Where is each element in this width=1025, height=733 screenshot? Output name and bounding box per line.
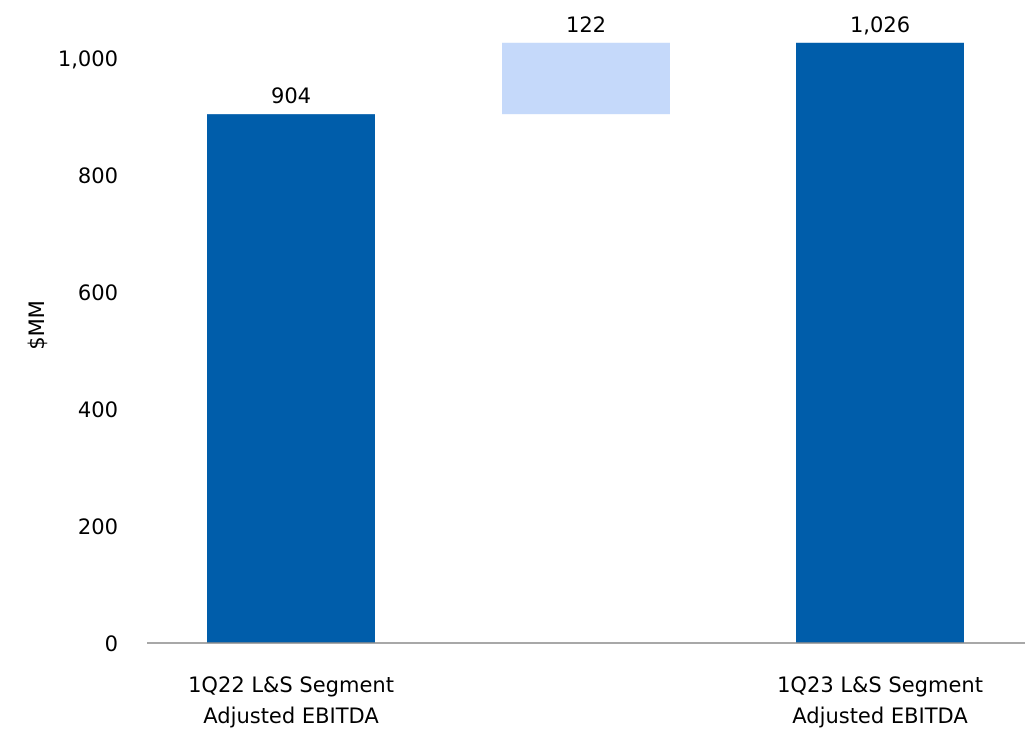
data-label: 122 (566, 13, 606, 37)
y-tick-label: 400 (78, 398, 118, 422)
category-labels: 1Q22 L&S Segment Adjusted EBITDA 1Q23 L&S … (188, 673, 983, 728)
category-label: 1Q23 L&S Segment (777, 673, 983, 697)
y-axis-ticks: 0 200 400 600 800 1,000 (58, 47, 118, 656)
data-label: 904 (271, 84, 311, 108)
total-bar (796, 43, 964, 643)
y-tick-label: 600 (78, 281, 118, 305)
bars: 904 122 1,026 (207, 13, 964, 643)
total-bar (207, 114, 375, 643)
y-tick-label: 200 (78, 515, 118, 539)
y-tick-label: 1,000 (58, 47, 118, 71)
category-label: Adjusted EBITDA (203, 704, 379, 728)
y-axis-title: $MM (25, 300, 49, 350)
category-label: Adjusted EBITDA (792, 704, 968, 728)
category-label: 1Q22 L&S Segment (188, 673, 394, 697)
y-tick-label: 0 (105, 632, 118, 656)
y-tick-label: 800 (78, 164, 118, 188)
delta-bar (502, 43, 670, 114)
data-label: 1,026 (850, 13, 910, 37)
